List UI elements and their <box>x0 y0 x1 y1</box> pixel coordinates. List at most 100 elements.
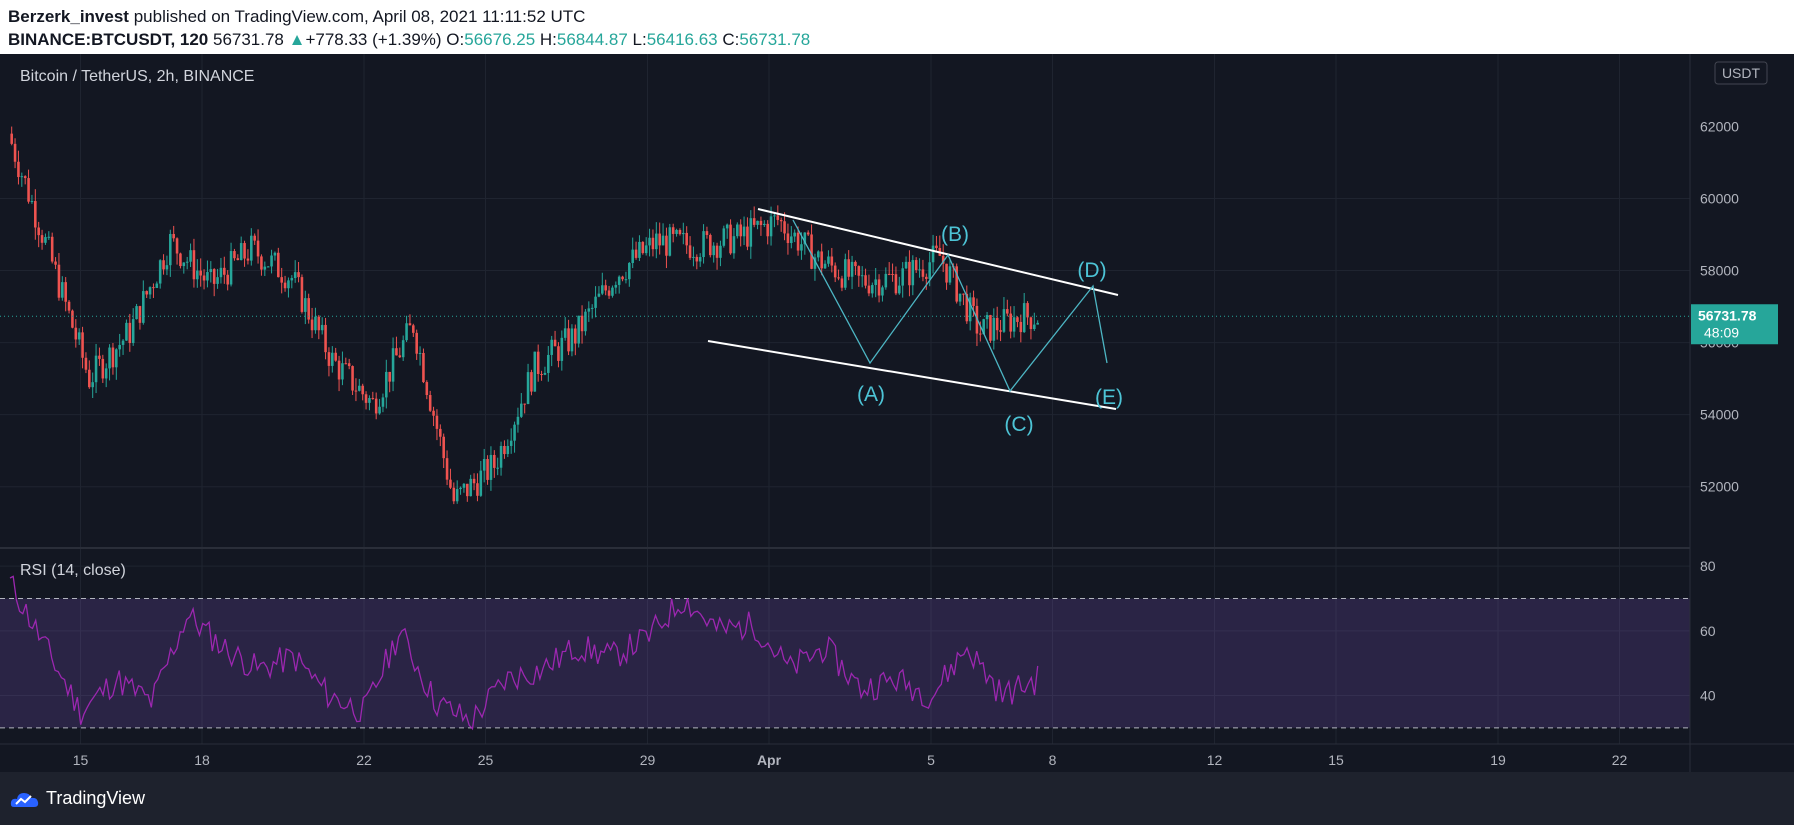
candle-body <box>580 315 584 332</box>
candle-body <box>246 258 250 261</box>
candle-body <box>928 262 931 279</box>
candle-body <box>47 236 51 238</box>
candle-body <box>945 263 948 283</box>
candle-body <box>314 316 317 331</box>
candle-body <box>982 319 985 335</box>
candle-body <box>202 275 206 281</box>
time-tick-label: 8 <box>1049 752 1057 768</box>
candle-body <box>489 454 493 480</box>
candle-body <box>685 232 688 246</box>
candle-body <box>631 249 634 264</box>
candle-body <box>283 282 287 289</box>
candle-body <box>992 317 996 341</box>
candle-body <box>40 235 44 243</box>
wave-label: (C) <box>1004 413 1033 436</box>
time-tick-label: 12 <box>1207 752 1223 768</box>
chart-title: Bitcoin / TetherUS, 2h, BINANCE <box>20 68 254 85</box>
candle-body <box>840 278 844 288</box>
price-tick-label: 52000 <box>1700 479 1739 495</box>
candle-body <box>864 275 867 286</box>
candle-body <box>84 357 88 370</box>
candle-body <box>766 223 769 237</box>
candle-body <box>857 266 861 276</box>
candle-body <box>661 235 665 246</box>
candle-body <box>756 220 759 225</box>
candle-body <box>206 272 209 281</box>
candle-body <box>331 352 334 366</box>
candle-body <box>297 272 300 278</box>
price-axis[interactable]: 600005800056000540005200062000 <box>1700 118 1739 494</box>
candle-body <box>648 237 651 246</box>
candle-body <box>317 316 321 331</box>
candle-body <box>769 216 773 237</box>
time-axis[interactable]: 15 18 22 25 29 Apr 5 8 12 15 19 22 <box>73 752 1628 768</box>
candle-body <box>185 261 189 263</box>
candle-body <box>469 478 472 497</box>
candle-body <box>422 352 425 383</box>
candle-body <box>229 251 233 285</box>
candle-body <box>779 219 783 222</box>
candle-body <box>91 382 94 388</box>
candle-body <box>570 328 574 352</box>
candle-body <box>847 259 850 277</box>
candle-body <box>108 347 111 369</box>
candle-body <box>44 237 47 243</box>
candle-body <box>931 245 935 263</box>
candle-body <box>1009 313 1012 332</box>
candle-body <box>918 269 921 271</box>
candle-body <box>668 227 672 256</box>
price-chart-svg[interactable]: (A)(B)(C)(D)(E) 600005800056000540005200… <box>0 54 1794 772</box>
candle-body <box>223 267 226 275</box>
candle-body <box>499 445 503 468</box>
candle-body <box>253 235 256 241</box>
tradingview-logo[interactable]: TradingView <box>10 788 145 809</box>
candle-body <box>1002 309 1006 332</box>
candle-body <box>182 262 186 267</box>
candle-body <box>212 269 216 284</box>
candle-body <box>739 224 742 237</box>
candle-body <box>104 368 108 379</box>
candle-body <box>1016 317 1019 322</box>
candle-body <box>125 322 128 341</box>
candle-body <box>371 398 375 400</box>
candle-body <box>624 279 628 281</box>
author-name[interactable]: Berzerk_invest <box>8 7 129 26</box>
currency-badge[interactable] <box>1714 61 1768 85</box>
candle-body <box>884 273 888 288</box>
candle-body <box>280 277 283 283</box>
candle-body <box>557 346 560 361</box>
candle-body <box>13 143 17 162</box>
candle-body <box>644 245 648 254</box>
time-tick-label: 22 <box>356 752 372 768</box>
candle-body <box>408 323 412 326</box>
candle-body <box>354 390 358 392</box>
candle-body <box>742 226 746 237</box>
candle-body <box>911 260 915 286</box>
candle-body <box>682 232 685 235</box>
candle-body <box>597 293 601 297</box>
candle-body <box>175 238 179 254</box>
candle-body <box>526 372 530 405</box>
candle-body <box>543 372 547 375</box>
price-tick-label: 54000 <box>1700 407 1739 423</box>
candle-body <box>57 264 61 298</box>
candle-body <box>1036 322 1039 325</box>
candle-body <box>142 291 145 323</box>
candle-body <box>236 258 240 261</box>
candle-body <box>192 250 196 280</box>
candle-body <box>935 245 938 248</box>
candle-body <box>854 261 857 267</box>
candle-body <box>10 133 13 144</box>
publish-line: Berzerk_invest published on TradingView.… <box>8 7 585 27</box>
candle-body <box>256 240 260 257</box>
candle-body <box>162 260 165 270</box>
candle-body <box>891 274 894 276</box>
tradingview-cloud-icon <box>10 792 39 807</box>
candle-body <box>601 285 604 294</box>
candle-body <box>439 428 442 437</box>
chart-area[interactable]: (A)(B)(C)(D)(E) 600005800056000540005200… <box>0 54 1794 772</box>
candle-body <box>442 436 445 459</box>
candle-body <box>310 319 314 331</box>
rsi-axis[interactable]: 80 60 40 <box>1700 558 1716 703</box>
candle-body <box>813 257 817 269</box>
